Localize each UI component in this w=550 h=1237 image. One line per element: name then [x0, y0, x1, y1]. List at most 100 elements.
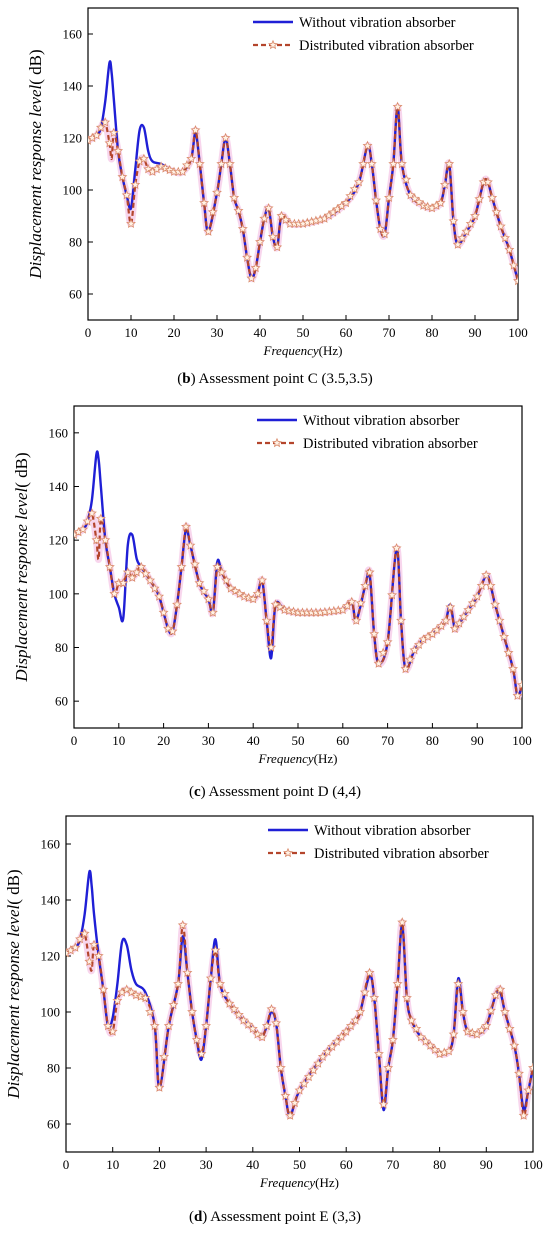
star-marker [136, 561, 147, 572]
y-tick-label: 160 [41, 837, 61, 852]
star-marker [181, 160, 192, 170]
star-marker [220, 132, 231, 143]
star-marker [93, 950, 104, 961]
star-marker [199, 197, 210, 208]
legend-distributed-label: Distributed vibration absorber [303, 436, 478, 452]
star-marker [461, 226, 472, 236]
legend-without-label: Without vibration absorber [314, 823, 471, 839]
x-tick-label: 100 [523, 1157, 543, 1172]
x-tick-label: 90 [471, 733, 484, 748]
caption-d: (d) Assessment point E (3,3) [188, 1209, 362, 1225]
star-marker [168, 999, 179, 1010]
star-marker [246, 273, 257, 283]
series-glow [88, 103, 518, 283]
y-tick-label: 120 [41, 949, 61, 964]
star-marker [177, 919, 188, 930]
star-marker [216, 567, 227, 577]
star-marker [481, 569, 492, 580]
star-marker [388, 158, 399, 169]
star-marker [366, 158, 377, 169]
x-tick-label: 30 [211, 325, 224, 340]
star-marker [247, 1023, 258, 1034]
star-marker [345, 190, 356, 201]
star-marker [396, 615, 407, 625]
star-marker [131, 567, 142, 577]
star-marker [481, 1020, 492, 1031]
y-tick-label: 60 [69, 287, 82, 302]
x-tick-label: 10 [125, 325, 138, 340]
star-marker [500, 232, 511, 243]
star-marker [158, 607, 169, 617]
star-marker [79, 928, 90, 938]
caption-letter-c: c [193, 784, 201, 800]
x-tick-label: 90 [480, 1157, 493, 1172]
y-axis-label: Displacement response level( dB) [26, 49, 45, 279]
x-tick-label: 0 [85, 325, 92, 340]
star-marker [219, 988, 230, 999]
star-marker [95, 122, 106, 132]
x-tick-label: 20 [157, 733, 170, 748]
y-axis-label-unit: ( dB) [4, 869, 23, 904]
chart-svg-d: 0 10 20 30 40 50 60 70 80 90 100 60 80 100 120 140 160 Fr… [4, 815, 543, 1190]
star-marker [118, 577, 129, 588]
star-marker [238, 1015, 249, 1025]
x-axis-label: Frequency(Hz) [263, 343, 343, 358]
x-axis-label-unit: (Hz) [315, 1175, 339, 1190]
star-marker [84, 956, 95, 966]
star-marker [405, 654, 415, 664]
star-marker [509, 1040, 520, 1050]
star-marker [308, 1065, 319, 1075]
star-marker [201, 1020, 212, 1031]
star-marker [472, 591, 483, 601]
star-marker [387, 1034, 398, 1045]
star-marker [458, 611, 469, 621]
star-marker [444, 158, 455, 169]
star-marker [373, 1048, 384, 1059]
y-tick-label: 140 [41, 893, 61, 908]
star-marker [474, 193, 485, 204]
star-marker [495, 221, 506, 231]
y-tick-label: 60 [55, 694, 68, 709]
star-marker [406, 1015, 417, 1025]
x-tick-label: 30 [202, 733, 215, 748]
star-marker [272, 241, 283, 252]
star-marker [355, 597, 366, 608]
star-marker [75, 933, 85, 944]
caption-text-b: Assessment point C (3.5,3.5) [198, 371, 373, 387]
x-tick-label: 100 [508, 325, 528, 340]
star-marker [443, 1045, 454, 1056]
star-marker [100, 117, 111, 127]
star-marker [413, 639, 424, 650]
star-marker [167, 626, 178, 636]
x-axis-label-unit: (Hz) [314, 751, 338, 766]
star-marker [369, 992, 380, 1003]
y-tick-label: 160 [49, 425, 69, 440]
star-marker [154, 1082, 165, 1092]
y-axis-label-italic: Displacement response level [26, 85, 45, 280]
star-marker [294, 1085, 305, 1095]
star-marker [189, 559, 200, 569]
star-marker [322, 1046, 333, 1056]
y-axis-label: Displacement response level( dB) [12, 452, 31, 682]
legend-distributed-label: Distributed vibration absorber [299, 38, 474, 54]
star-marker [255, 236, 265, 247]
legend-distributed-marker [272, 437, 282, 448]
star-marker [375, 223, 386, 234]
star-marker [379, 228, 390, 239]
star-marker [303, 1071, 314, 1082]
star-marker [454, 618, 465, 628]
star-marker [523, 1085, 533, 1095]
star-marker [257, 575, 268, 585]
star-marker [485, 580, 496, 591]
x-tick-label: 10 [106, 1157, 119, 1172]
x-tick-label: 70 [386, 1157, 399, 1172]
star-marker [508, 663, 519, 674]
star-marker [517, 679, 522, 690]
y-tick-label: 140 [49, 479, 69, 494]
star-marker [95, 513, 106, 523]
star-marker [98, 984, 109, 994]
y-tick-label: 120 [49, 533, 69, 548]
x-tick-label: 80 [426, 325, 439, 340]
x-tick-label: 100 [512, 733, 532, 748]
x-tick-label: 40 [254, 325, 267, 340]
